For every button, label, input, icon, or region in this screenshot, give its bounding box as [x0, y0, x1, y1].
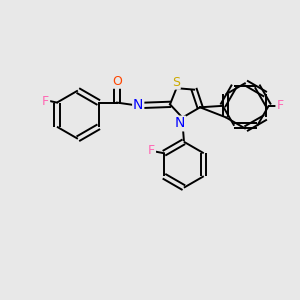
- Text: S: S: [172, 76, 180, 89]
- Text: F: F: [276, 99, 284, 112]
- Text: F: F: [42, 94, 49, 108]
- Text: N: N: [133, 98, 143, 112]
- Text: F: F: [148, 144, 155, 158]
- Text: N: N: [175, 116, 185, 130]
- Text: O: O: [112, 75, 122, 88]
